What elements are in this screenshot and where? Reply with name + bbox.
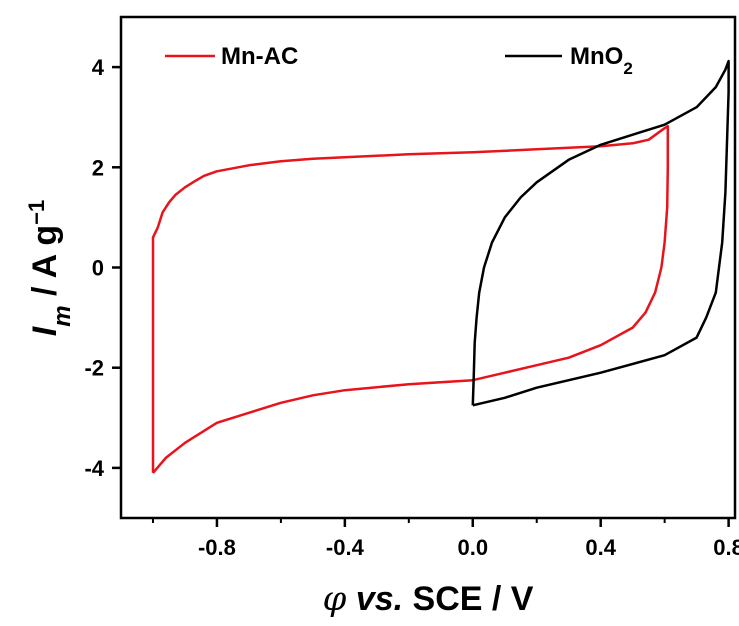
- y-tick-label: 2: [92, 155, 104, 180]
- x-tick-label: -0.4: [326, 535, 365, 560]
- x-tick-label: 0.8: [713, 535, 739, 560]
- x-tick-label: 0.0: [457, 535, 488, 560]
- y-tick-label: 4: [92, 55, 105, 80]
- series-layer: [151, 59, 730, 474]
- x-axis-title: φ vs. SCE / V: [323, 579, 534, 619]
- x-tick-label: 0.4: [585, 535, 616, 560]
- tick-layer: -0.8 -0.4 0.0 0.4 0.8 -4 -2 0 2 4: [84, 55, 739, 560]
- legend-label-mno2: MnO2: [570, 43, 633, 78]
- y-axis-title: Im / A g−1: [24, 200, 76, 336]
- y-tick-label: 0: [92, 256, 104, 281]
- legend: Mn-AC MnO2: [165, 43, 633, 78]
- y-tick-label: -4: [84, 456, 104, 481]
- x-tick-label: -0.8: [198, 535, 236, 560]
- y-tick-label: -2: [84, 356, 104, 381]
- series-line-mno2: [471, 59, 730, 407]
- series-line-mn-ac: [151, 124, 670, 474]
- plot-frame: [119, 15, 737, 520]
- legend-label-mn-ac: Mn-AC: [221, 43, 298, 70]
